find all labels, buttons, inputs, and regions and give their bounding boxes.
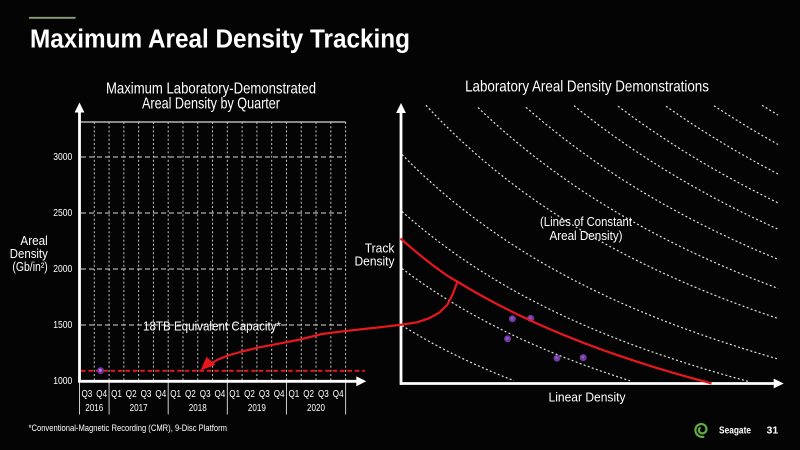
svg-text:2019: 2019 xyxy=(248,402,266,414)
svg-text:Density: Density xyxy=(355,253,395,268)
svg-text:1500: 1500 xyxy=(53,319,72,331)
svg-text:Maximum Areal Density Tracking: Maximum Areal Density Tracking xyxy=(30,26,410,54)
svg-text:Q4: Q4 xyxy=(274,389,285,400)
svg-text:1000: 1000 xyxy=(53,375,72,387)
svg-text:2016: 2016 xyxy=(85,402,103,414)
svg-text:Q1: Q1 xyxy=(289,389,300,400)
svg-text:Q2: Q2 xyxy=(126,389,137,400)
svg-text:18TB Equivalent Capacity*: 18TB Equivalent Capacity* xyxy=(143,319,281,334)
svg-text:Q2: Q2 xyxy=(244,389,255,400)
svg-text:2500: 2500 xyxy=(53,207,72,219)
svg-text:Areal Density by Quarter: Areal Density by Quarter xyxy=(142,95,281,112)
svg-text:Maximum Laboratory-Demonstrate: Maximum Laboratory-Demonstrated xyxy=(106,81,316,98)
svg-text:Q3: Q3 xyxy=(82,389,93,400)
svg-text:(Gb/in²): (Gb/in²) xyxy=(12,260,47,274)
svg-text:(Lines of Constant: (Lines of Constant xyxy=(540,215,632,229)
svg-text:3000: 3000 xyxy=(53,151,72,163)
svg-text:Q4: Q4 xyxy=(155,389,166,400)
svg-text:Q3: Q3 xyxy=(141,389,152,400)
svg-text:Q4: Q4 xyxy=(215,389,226,400)
svg-text:Q4: Q4 xyxy=(96,389,107,400)
svg-text:Areal: Areal xyxy=(20,234,47,248)
svg-text:Q3: Q3 xyxy=(200,389,211,400)
svg-text:Density: Density xyxy=(10,247,49,261)
svg-text:Q1: Q1 xyxy=(111,389,122,400)
svg-text:2020: 2020 xyxy=(307,402,325,414)
svg-text:Laboratory Areal Density Demon: Laboratory Areal Density Demonstrations xyxy=(465,79,709,96)
svg-text:2017: 2017 xyxy=(130,402,148,414)
svg-text:31: 31 xyxy=(767,425,779,437)
svg-text:Q1: Q1 xyxy=(229,389,240,400)
svg-text:Q4: Q4 xyxy=(333,389,344,400)
svg-text:Linear Density: Linear Density xyxy=(549,391,627,405)
svg-text:2000: 2000 xyxy=(53,263,72,275)
svg-text:Q3: Q3 xyxy=(259,389,270,400)
svg-text:2018: 2018 xyxy=(189,402,207,414)
svg-text:Areal Density): Areal Density) xyxy=(550,229,623,243)
svg-text:Track: Track xyxy=(365,241,395,256)
svg-text:Q2: Q2 xyxy=(303,389,314,400)
svg-text:Seagate: Seagate xyxy=(719,425,751,437)
svg-text:*Conventional-Magnetic Recordi: *Conventional-Magnetic Recording (CMR), … xyxy=(29,423,228,434)
svg-text:Q3: Q3 xyxy=(318,389,329,400)
svg-text:Q2: Q2 xyxy=(185,389,196,400)
svg-text:Q1: Q1 xyxy=(170,389,181,400)
